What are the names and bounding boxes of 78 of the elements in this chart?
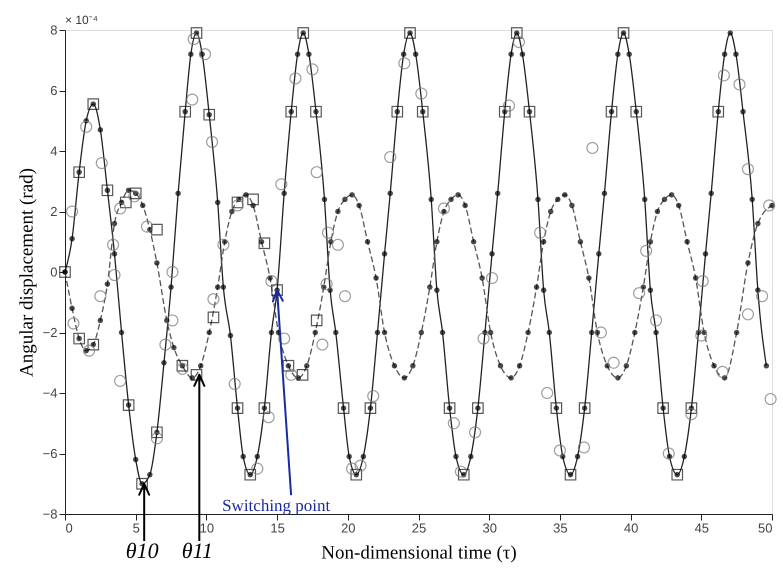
point <box>73 166 85 178</box>
point <box>458 468 470 481</box>
point <box>524 106 536 118</box>
y-tick-label: 2 <box>50 204 58 219</box>
y-tick-label: −4 <box>42 386 58 400</box>
point <box>296 369 308 381</box>
point <box>310 314 323 326</box>
x-tick-label: 35 <box>553 520 568 536</box>
y-tick-label: −6 <box>42 446 58 461</box>
x-tick-label: 40 <box>624 520 638 536</box>
point <box>310 106 322 118</box>
y-tick-label: −2 <box>42 325 58 340</box>
point <box>120 196 132 208</box>
point <box>285 106 298 118</box>
y-axis-title: Angular displacement (rad) <box>16 168 38 377</box>
point <box>203 108 216 121</box>
point <box>136 478 148 490</box>
point <box>87 98 100 110</box>
point <box>657 402 669 414</box>
x-tick-label: 30 <box>482 520 497 536</box>
point <box>444 402 456 414</box>
x-tick-label: 15 <box>270 520 285 536</box>
x-tick-label: 45 <box>694 520 710 536</box>
point <box>190 369 202 381</box>
x-tick-label: 5 <box>132 520 140 536</box>
point <box>578 402 590 414</box>
annotation: θ10 <box>126 538 159 563</box>
point <box>338 402 350 414</box>
text: × 10⁻⁴ <box>65 13 98 27</box>
point <box>618 27 630 39</box>
point <box>258 402 270 414</box>
y-tick-label: −8 <box>42 506 58 522</box>
point <box>297 27 310 39</box>
point <box>282 360 294 372</box>
point <box>364 402 376 414</box>
point <box>151 426 163 438</box>
y-tick-label: 0 <box>50 264 58 280</box>
point <box>232 402 244 414</box>
annotation: θ11 <box>182 538 213 563</box>
point <box>176 360 188 372</box>
point <box>190 27 202 39</box>
x-axis-title: Non-dimensional time (τ) <box>321 542 517 564</box>
point <box>73 332 85 344</box>
point <box>472 402 484 414</box>
y-tick-label: 8 <box>50 22 58 38</box>
point <box>550 402 562 414</box>
x-tick-label: 20 <box>341 520 356 536</box>
point <box>232 196 244 208</box>
point <box>87 338 100 350</box>
point <box>122 399 134 411</box>
x-tick-label: 50 <box>758 520 772 536</box>
annotation: Switching point <box>222 496 331 516</box>
point <box>247 194 259 206</box>
point <box>271 284 283 296</box>
point <box>258 237 270 250</box>
point <box>564 468 576 481</box>
point <box>179 106 192 118</box>
point <box>350 468 362 481</box>
point <box>391 106 404 118</box>
point <box>498 106 511 118</box>
point <box>606 106 618 118</box>
y-tick-label: 4 <box>50 144 58 158</box>
point <box>102 184 114 196</box>
x-tick-label: 0 <box>66 520 73 536</box>
point <box>151 224 163 236</box>
x-tick-label: 25 <box>412 520 426 536</box>
point <box>510 27 523 39</box>
point <box>671 468 684 481</box>
point <box>244 468 256 481</box>
point <box>404 27 416 39</box>
y-tick-label: 6 <box>50 83 58 98</box>
point <box>686 402 698 414</box>
point <box>208 312 220 324</box>
x-tick-label: 10 <box>200 520 214 536</box>
point <box>630 106 642 118</box>
point <box>130 188 142 200</box>
point <box>416 106 429 118</box>
point <box>712 106 724 118</box>
